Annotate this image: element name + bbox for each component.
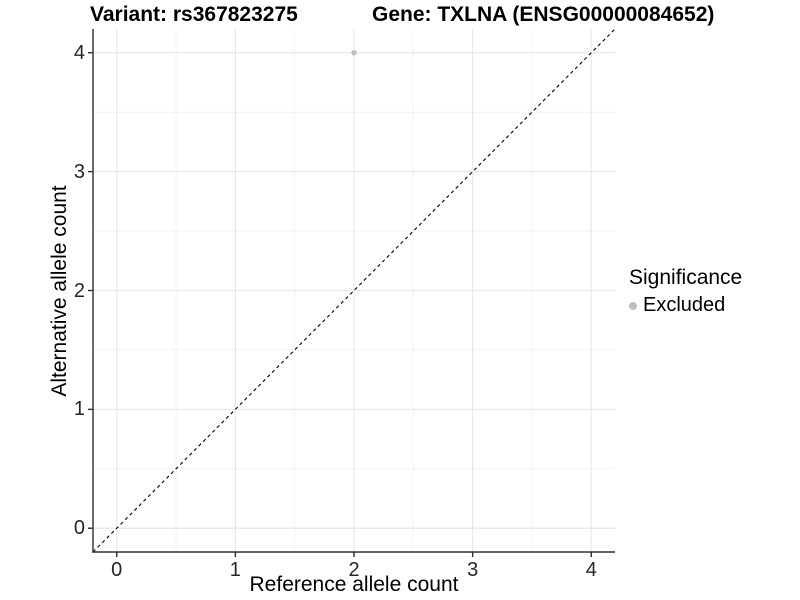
y-tick-label: 1	[73, 398, 85, 421]
legend-entry: Excluded	[629, 294, 742, 317]
data-point	[351, 50, 357, 56]
legend: Significance Excluded	[629, 266, 742, 317]
x-tick-label: 1	[229, 559, 241, 581]
x-tick-label: 2	[348, 559, 360, 581]
y-tick-label: 3	[73, 160, 85, 183]
x-tick-label: 4	[585, 559, 597, 581]
y-tick-label: 2	[73, 279, 85, 302]
legend-entry-label: Excluded	[643, 294, 726, 316]
x-tick-label: 3	[467, 559, 479, 581]
legend-title: Significance	[629, 266, 743, 289]
x-axis-title: Reference allele count	[249, 573, 459, 596]
y-axis-title: Alternative allele count	[48, 185, 71, 397]
legend-dot-icon	[629, 301, 637, 310]
y-tick-label: 0	[73, 517, 85, 540]
variant-title: Variant: rs367823275	[90, 3, 298, 26]
y-tick-label: 4	[73, 41, 85, 64]
x-tick-label: 0	[111, 559, 123, 581]
gene-title: Gene: TXLNA (ENSG00000084652)	[372, 3, 715, 26]
